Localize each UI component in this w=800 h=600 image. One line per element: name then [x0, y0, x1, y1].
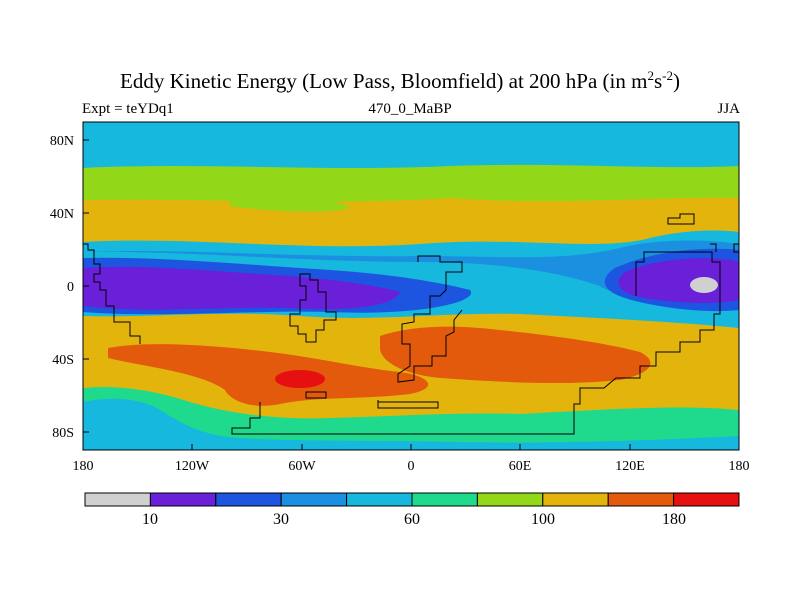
coastline-east-fragment [733, 243, 739, 253]
equatorial-purple [83, 266, 400, 310]
coastline-africa [397, 255, 463, 383]
coastline-south-inlet [305, 391, 327, 399]
colorbar-label: 30 [273, 511, 289, 528]
y-tick-label: 80N [50, 134, 74, 149]
coastline-antarctic-shelf [377, 400, 439, 409]
y-tick-labels: 80N 40N 0 40S 80S [50, 134, 74, 441]
equatorial-midblue [83, 240, 739, 307]
season-label: JJA [717, 101, 740, 117]
colorbar-label: 60 [404, 511, 420, 528]
x-tick-label: 120W [175, 459, 210, 474]
colorbar-labels: 10 30 60 100 180 [142, 511, 686, 528]
southern-jet-red-maximum [275, 370, 325, 388]
figure-title: Eddy Kinetic Energy (Low Pass, Bloomfiel… [120, 68, 680, 93]
y-tick-label: 40N [50, 207, 74, 222]
colorbar-swatch [346, 492, 413, 507]
colorbar-swatch [149, 492, 217, 507]
southern-jet-orange [108, 344, 429, 406]
green-patch-40n [230, 194, 350, 212]
y-tick-label: 80S [52, 426, 74, 441]
colorbar-swatch [673, 492, 740, 507]
x-tick-label: 180 [73, 459, 94, 474]
colorbar-label: 10 [142, 511, 158, 528]
colorbar-label: 100 [531, 511, 555, 528]
colorbar-swatch [542, 492, 609, 507]
x-tick-label: 180 [729, 459, 750, 474]
contour-fill-group [83, 122, 739, 450]
colorbar-swatch [84, 492, 151, 507]
colorbar-label: 180 [662, 511, 686, 528]
x-tick-label: 60E [509, 459, 532, 474]
time-period-label: 470_0_MaBP [368, 101, 452, 117]
coastline-pacific-island [667, 213, 695, 225]
colorbar-swatch [215, 492, 282, 507]
axis-ticks [82, 139, 740, 450]
y-tick-label: 40S [52, 353, 74, 368]
colorbar-swatch [280, 492, 348, 507]
northern-green-band [83, 164, 739, 202]
colorbar-swatch [411, 492, 478, 507]
x-tick-label: 60W [288, 459, 316, 474]
south-polar-cyan [83, 398, 739, 450]
x-tick-label: 120E [615, 459, 645, 474]
coastline-australia [231, 251, 721, 435]
colorbar [84, 492, 740, 507]
colorbar-swatch [607, 492, 675, 507]
coastlines [83, 213, 739, 435]
west-pacific-gray-minimum [690, 277, 718, 293]
x-tick-labels: 180 120W 60W 0 60E 120E 180 [73, 459, 750, 474]
x-tick-label: 0 [408, 459, 415, 474]
coastline-south-america [289, 273, 337, 343]
experiment-label: Expt = teYDq1 [82, 101, 174, 117]
y-tick-label: 0 [67, 280, 74, 295]
coastline-west-fragment [83, 243, 141, 344]
southern-jet-orange-east [380, 326, 651, 384]
coastline-ne-landmass [710, 243, 717, 252]
colorbar-swatch [476, 492, 544, 507]
